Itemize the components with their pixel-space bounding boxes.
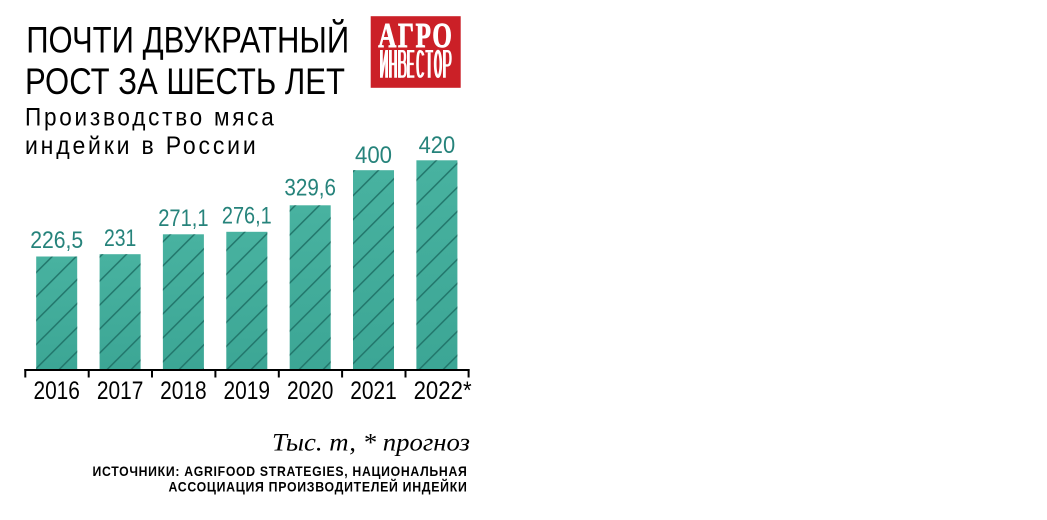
svg-text:Тыс. т, * прогноз: Тыс. т, * прогноз — [272, 427, 470, 456]
svg-text:индейки в России: индейки в России — [25, 133, 259, 160]
svg-text:АССОЦИАЦИЯ ПРОИЗВОДИТЕЛЕЙ ИНДЕ: АССОЦИАЦИЯ ПРОИЗВОДИТЕЛЕЙ ИНДЕЙКИ — [169, 478, 468, 495]
svg-text:2022*: 2022* — [414, 378, 472, 405]
svg-text:400: 400 — [355, 142, 392, 169]
svg-text:2020: 2020 — [287, 378, 334, 405]
svg-text:420: 420 — [419, 132, 456, 159]
svg-text:ИСТОЧНИКИ: AGRIFOOD STRATEGIES: ИСТОЧНИКИ: AGRIFOOD STRATEGIES, НАЦИОНАЛ… — [93, 463, 468, 479]
svg-text:2016: 2016 — [33, 378, 80, 405]
svg-text:276,1: 276,1 — [222, 202, 272, 229]
svg-text:Производство мяса: Производство мяса — [25, 104, 277, 131]
svg-text:226,5: 226,5 — [30, 227, 83, 254]
svg-text:2019: 2019 — [224, 378, 271, 405]
svg-text:2021: 2021 — [350, 378, 397, 405]
svg-text:231: 231 — [104, 225, 136, 252]
svg-text:ПОЧТИ ДВУКРАТНЫЙ: ПОЧТИ ДВУКРАТНЫЙ — [26, 18, 349, 60]
svg-text:329,6: 329,6 — [284, 175, 336, 202]
svg-text:2018: 2018 — [160, 378, 207, 405]
svg-text:2017: 2017 — [97, 378, 144, 405]
svg-text:271,1: 271,1 — [158, 205, 208, 232]
svg-text:АГРО: АГРО — [378, 16, 453, 55]
svg-text:РОСТ ЗА ШЕСТЬ ЛЕТ: РОСТ ЗА ШЕСТЬ ЛЕТ — [25, 61, 345, 102]
